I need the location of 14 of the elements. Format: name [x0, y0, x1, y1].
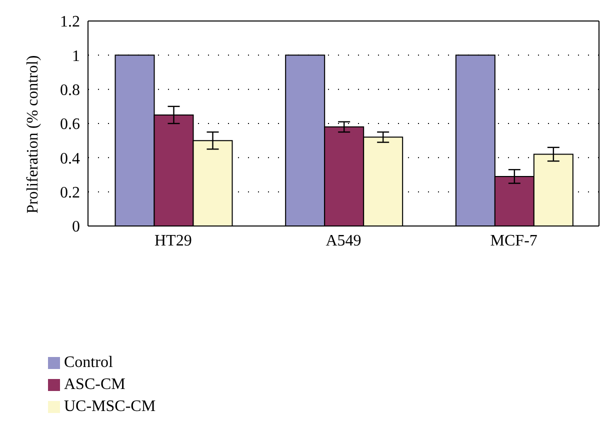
x-tick-label: HT29 [154, 232, 192, 250]
y-axis-title: Proliferation (% control) [24, 55, 42, 214]
y-tick-label: 0 [72, 218, 80, 236]
legend-label: ASC-CM [64, 376, 126, 393]
legend-label: Control [64, 354, 113, 371]
y-tick-label: 0.2 [60, 184, 80, 202]
y-tick-label: 1 [72, 48, 80, 65]
legend-label: UC-MSC-CM [64, 398, 156, 415]
y-tick-label: 1.2 [60, 14, 80, 31]
y-tick-label: 0.8 [60, 82, 80, 100]
x-tick-label: MCF-7 [490, 232, 538, 250]
y-tick-label: 0.6 [60, 116, 80, 134]
y-tick-label: 0.4 [60, 150, 80, 168]
x-tick-label: A549 [326, 232, 362, 250]
